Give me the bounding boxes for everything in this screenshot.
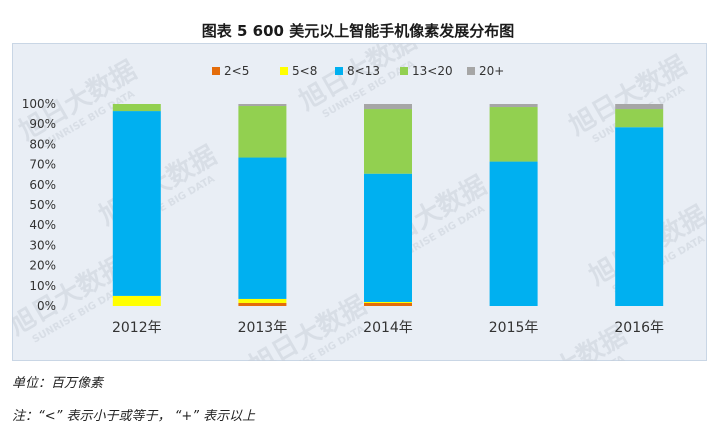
y-tick-label: 70% <box>29 158 56 172</box>
bar-segment <box>238 302 287 306</box>
legend-label: 5<8 <box>292 64 317 78</box>
bar-segment <box>112 295 161 306</box>
bar-segment <box>238 104 287 107</box>
bar-segment <box>615 104 664 110</box>
legend-swatch <box>212 67 220 75</box>
legend-label: 2<5 <box>224 64 249 78</box>
bar-layer <box>112 104 664 306</box>
y-tick-label: 90% <box>29 117 56 131</box>
unit-note: 单位：百万像素 <box>12 376 104 391</box>
y-axis: 0% 10% 20% 30% 40% 50% 60% 70% 80% 90% 100% <box>22 97 56 313</box>
legend-swatch <box>335 67 343 75</box>
y-tick-label: 60% <box>29 178 56 192</box>
bar-segment <box>615 109 664 128</box>
x-tick-label: 2012年 <box>112 320 162 336</box>
x-tick-label: 2016年 <box>614 320 664 336</box>
bar-segment <box>364 302 412 306</box>
legend-swatch <box>280 67 288 75</box>
y-tick-label: 20% <box>29 259 56 273</box>
bar-segment <box>364 173 412 302</box>
bar-segment <box>364 301 412 303</box>
bar-segment <box>615 127 664 306</box>
bar-segment <box>489 107 538 162</box>
x-tick-label: 2015年 <box>489 320 539 336</box>
explanation-note: 注：“<” 表示小于或等于， “+” 表示以上 <box>12 409 256 424</box>
y-tick-label: 80% <box>29 137 56 151</box>
bar-segment <box>238 106 287 158</box>
bar-segment <box>364 109 412 174</box>
bar-segment <box>364 104 412 110</box>
bar-segment <box>489 161 538 306</box>
legend-label: 13<20 <box>412 64 453 78</box>
bar-segment <box>238 157 287 299</box>
bar-segment <box>112 104 161 112</box>
y-tick-label: 0% <box>37 299 56 313</box>
chart-legend: 2<5 5<8 8<13 13<20 20+ <box>212 64 504 78</box>
y-tick-label: 50% <box>29 198 56 212</box>
bar-segment <box>112 111 161 296</box>
y-tick-label: 40% <box>29 218 56 232</box>
x-axis: 2012年 2013年 2014年 2015年 2016年 <box>112 320 664 336</box>
legend-label: 20+ <box>479 64 504 78</box>
y-tick-label: 100% <box>22 97 56 111</box>
legend-swatch <box>400 67 408 75</box>
legend-label: 8<13 <box>347 64 380 78</box>
y-tick-label: 10% <box>29 279 56 293</box>
x-tick-label: 2013年 <box>238 320 288 336</box>
y-tick-label: 30% <box>29 238 56 252</box>
bar-segment <box>489 104 538 108</box>
bar-segment <box>238 298 287 303</box>
chart-title: 图表 5 600 美元以上智能手机像素发展分布图 <box>201 22 515 40</box>
x-tick-label: 2014年 <box>363 320 413 336</box>
legend-swatch <box>467 67 475 75</box>
